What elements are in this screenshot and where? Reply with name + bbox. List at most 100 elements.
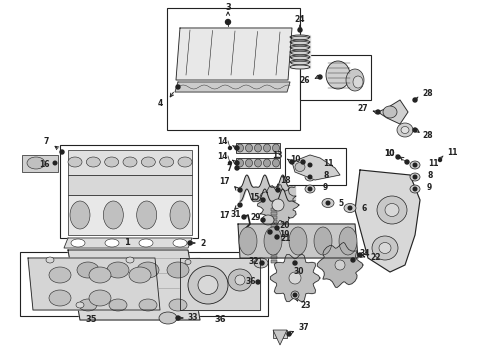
Ellipse shape bbox=[397, 123, 413, 137]
Circle shape bbox=[260, 261, 264, 265]
Bar bbox=[271, 212, 277, 215]
Circle shape bbox=[358, 253, 362, 257]
Ellipse shape bbox=[178, 157, 192, 167]
Ellipse shape bbox=[289, 272, 301, 284]
Circle shape bbox=[275, 235, 279, 239]
Circle shape bbox=[376, 110, 380, 114]
Text: 30: 30 bbox=[294, 267, 304, 276]
Ellipse shape bbox=[289, 227, 307, 255]
Ellipse shape bbox=[272, 199, 284, 211]
Text: 19: 19 bbox=[279, 230, 290, 239]
Bar bbox=[285, 148, 346, 185]
Bar bbox=[271, 216, 277, 219]
Circle shape bbox=[53, 161, 57, 165]
Circle shape bbox=[261, 198, 265, 202]
Circle shape bbox=[238, 203, 242, 207]
Bar bbox=[271, 256, 277, 258]
Circle shape bbox=[348, 206, 352, 210]
Text: 2: 2 bbox=[200, 239, 205, 248]
Ellipse shape bbox=[314, 227, 332, 255]
Ellipse shape bbox=[139, 299, 157, 311]
Polygon shape bbox=[355, 170, 420, 272]
Ellipse shape bbox=[254, 258, 268, 268]
Bar bbox=[271, 260, 277, 262]
Ellipse shape bbox=[169, 299, 187, 311]
Ellipse shape bbox=[237, 159, 244, 167]
Ellipse shape bbox=[291, 36, 309, 40]
Ellipse shape bbox=[198, 275, 218, 294]
Circle shape bbox=[413, 163, 417, 167]
Bar bbox=[271, 240, 277, 243]
Circle shape bbox=[275, 226, 279, 230]
Polygon shape bbox=[180, 258, 260, 310]
Ellipse shape bbox=[305, 173, 315, 181]
Ellipse shape bbox=[372, 236, 398, 260]
Circle shape bbox=[351, 258, 355, 262]
Ellipse shape bbox=[385, 203, 399, 216]
Polygon shape bbox=[68, 250, 200, 320]
Ellipse shape bbox=[188, 266, 228, 304]
Ellipse shape bbox=[76, 302, 84, 308]
Ellipse shape bbox=[245, 159, 252, 167]
Ellipse shape bbox=[235, 275, 245, 285]
Ellipse shape bbox=[254, 144, 262, 152]
Ellipse shape bbox=[103, 201, 123, 229]
Ellipse shape bbox=[262, 215, 274, 225]
Circle shape bbox=[308, 163, 312, 167]
Ellipse shape bbox=[326, 61, 350, 89]
Text: 15: 15 bbox=[249, 193, 260, 202]
Text: 20: 20 bbox=[279, 220, 290, 230]
Ellipse shape bbox=[291, 56, 309, 60]
Ellipse shape bbox=[291, 291, 299, 299]
Circle shape bbox=[188, 241, 192, 245]
Text: 13: 13 bbox=[272, 150, 283, 159]
Ellipse shape bbox=[170, 201, 190, 229]
Ellipse shape bbox=[291, 51, 309, 55]
Circle shape bbox=[413, 98, 417, 102]
Circle shape bbox=[235, 166, 239, 170]
Text: 34: 34 bbox=[360, 249, 370, 258]
Polygon shape bbox=[64, 238, 192, 248]
Ellipse shape bbox=[254, 159, 262, 167]
Circle shape bbox=[301, 160, 305, 164]
Text: 37: 37 bbox=[299, 324, 310, 333]
Text: 5: 5 bbox=[338, 198, 343, 207]
Ellipse shape bbox=[49, 267, 71, 283]
Ellipse shape bbox=[109, 299, 127, 311]
Ellipse shape bbox=[272, 144, 279, 152]
Ellipse shape bbox=[346, 69, 364, 91]
Text: 3: 3 bbox=[225, 3, 231, 12]
Text: 36: 36 bbox=[245, 278, 256, 287]
Bar bbox=[236, 143, 280, 153]
Ellipse shape bbox=[89, 290, 111, 306]
Text: 10: 10 bbox=[291, 154, 301, 163]
Text: 27: 27 bbox=[357, 104, 368, 113]
Ellipse shape bbox=[410, 185, 420, 193]
Text: 31: 31 bbox=[230, 210, 241, 219]
Ellipse shape bbox=[237, 144, 244, 152]
Circle shape bbox=[413, 187, 417, 191]
Ellipse shape bbox=[291, 41, 309, 45]
Bar bbox=[22, 155, 58, 172]
Circle shape bbox=[176, 316, 180, 320]
Polygon shape bbox=[378, 100, 408, 124]
Ellipse shape bbox=[291, 61, 309, 65]
Ellipse shape bbox=[46, 257, 54, 263]
Ellipse shape bbox=[228, 269, 252, 291]
Ellipse shape bbox=[239, 227, 257, 255]
Text: 17: 17 bbox=[220, 176, 230, 185]
Text: 4: 4 bbox=[158, 99, 163, 108]
Ellipse shape bbox=[139, 239, 153, 247]
Circle shape bbox=[293, 293, 297, 297]
Circle shape bbox=[413, 128, 417, 132]
Circle shape bbox=[60, 150, 64, 154]
Circle shape bbox=[242, 215, 246, 219]
Bar bbox=[271, 228, 277, 230]
Circle shape bbox=[290, 160, 294, 164]
Ellipse shape bbox=[335, 260, 345, 270]
Circle shape bbox=[276, 188, 280, 192]
Ellipse shape bbox=[185, 260, 191, 265]
Ellipse shape bbox=[105, 239, 119, 247]
Text: 26: 26 bbox=[299, 76, 310, 85]
Bar bbox=[236, 158, 280, 168]
